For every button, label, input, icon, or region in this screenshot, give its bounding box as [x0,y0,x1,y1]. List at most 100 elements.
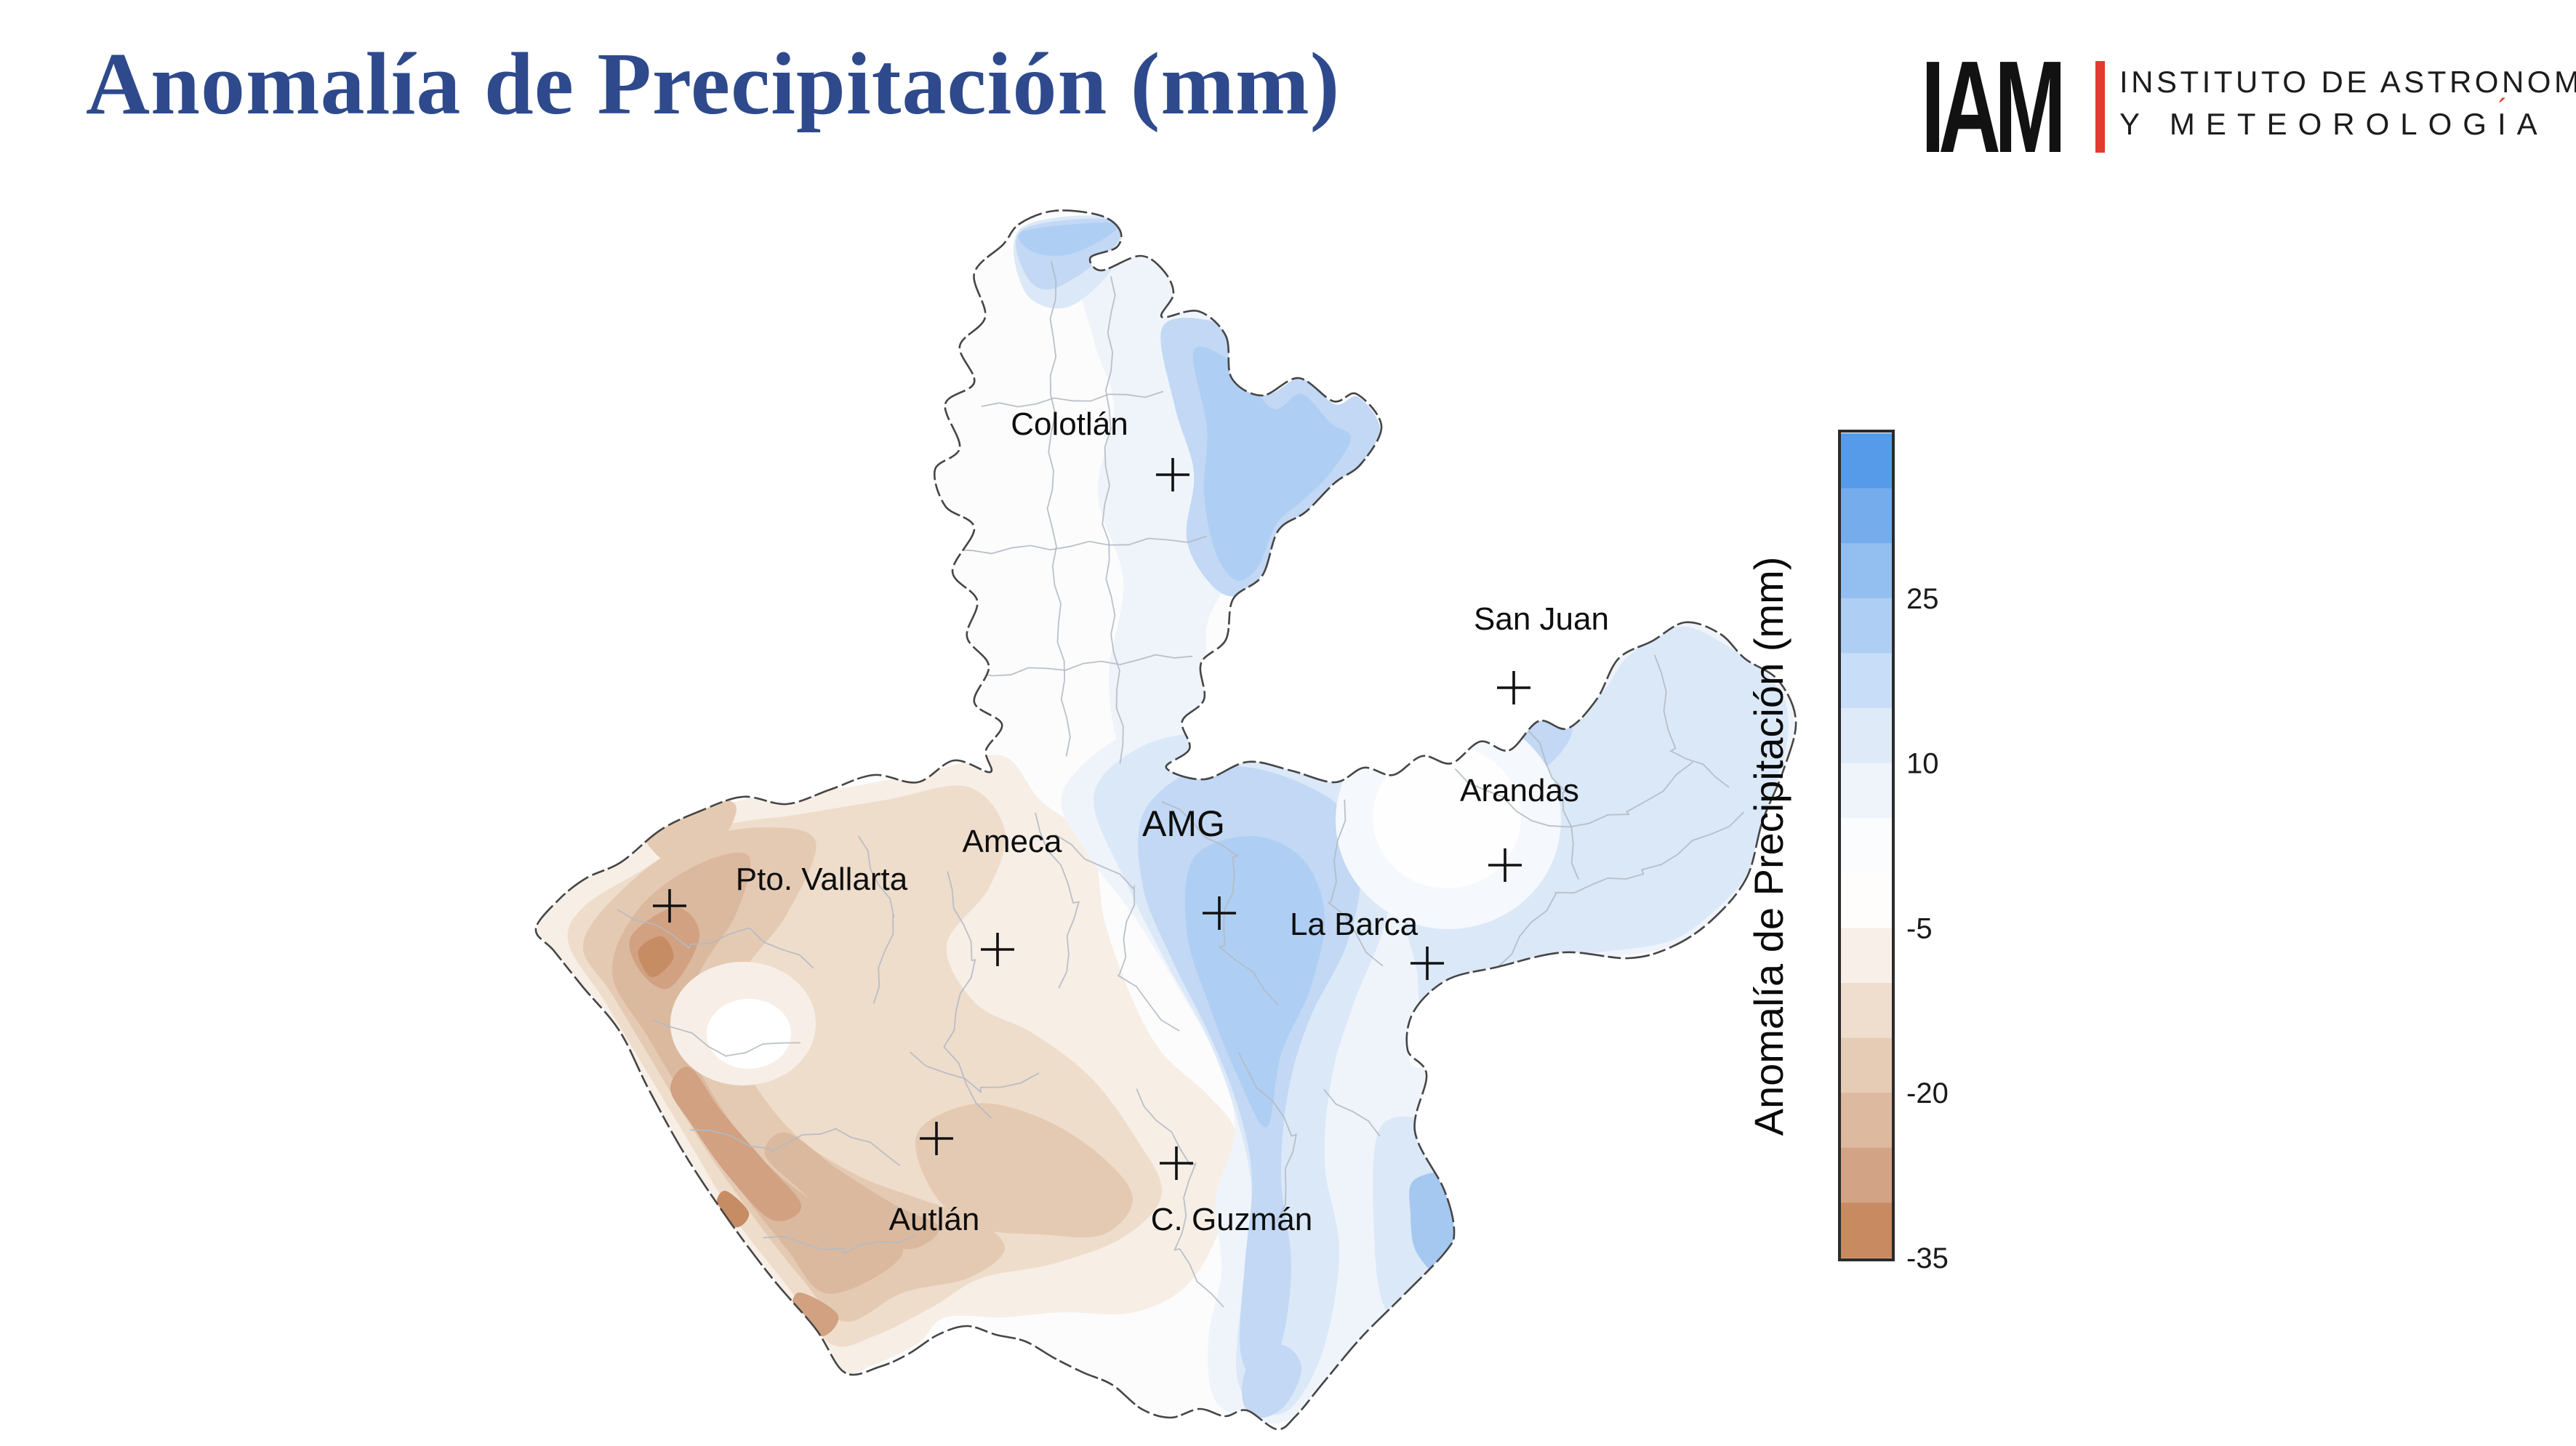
colorbar-tick-label: -20 [1906,1077,1949,1109]
contour-region-dry-tier5-b [670,1067,802,1221]
colorbar-segment [1841,708,1892,764]
colorbar-segment [1841,872,1892,929]
municipal-boundary [1101,276,1124,764]
city-amg: AMG [1142,803,1236,930]
contour-region-dry-tier3-autlan [915,1103,1133,1238]
city-colotl-n: Colotlán [1011,406,1189,491]
colorbar-segment [1841,543,1892,599]
municipal-boundary [857,835,895,1004]
municipal-boundary [1323,1089,1381,1137]
logo-line2-text: Y METEOROLOG [2119,106,2497,141]
municipal-boundary [943,871,992,1119]
map-layer [534,209,1797,1431]
city-marker-cross [1488,848,1522,882]
city-autl-n: Autlán [889,1122,980,1237]
city-label: Colotlán [1011,406,1128,442]
municipal-boundary [617,909,814,969]
contour-region-dry-tier6-a [638,936,674,978]
colorbar-axis-label: Anomalía de Precipitación (mm) [1746,557,1791,1136]
colorbar-tick-label: -5 [1906,912,1933,944]
municipal-boundary [1454,761,1694,828]
colorbar-segment [1841,433,1892,489]
city-marker-cross [1156,458,1189,491]
city-la-barca: La Barca [1290,907,1444,980]
colorbar-tick-label: 25 [1906,583,1939,615]
contour-region-dry-pocket-white [707,999,791,1069]
iam-logo-acronym-box: IAM [1921,34,2087,180]
colorbar-tick-label: -35 [1906,1242,1949,1274]
contour-region-wing-pocket-white [1373,746,1521,888]
iam-logo-line1: INSTITUTO DE ASTRONOMI´A [2119,61,2576,103]
colorbar-segment [1841,763,1892,819]
municipal-boundaries [617,261,1745,1308]
iam-logo-acronym: IAM [1921,34,2066,180]
city-label: C. Guzmán [1151,1202,1313,1237]
municipal-boundary [763,1234,917,1255]
municipal-boundary [1161,800,1279,1005]
municipal-boundary [1136,1088,1224,1308]
city-marker-cross [981,933,1014,966]
iam-logo-line2: Y METEOROLOGI ´ A [2119,94,2576,145]
city-marker-cross [1160,1146,1193,1180]
city-marker-cross [1203,896,1236,930]
municipal-boundary [909,1051,1040,1093]
colorbar-segment [1841,598,1892,654]
city-marker-cross [1411,947,1444,980]
city-label: Ameca [963,824,1062,859]
municipal-boundary [1054,834,1180,1032]
colorbar: 25 10 -5 -20 -35 [1838,430,1949,1274]
municipal-boundary [1237,1052,1297,1221]
colorbar-segment [1841,1147,1892,1204]
red-acute-accent-2: ´ [2497,93,2519,126]
municipal-boundary [1517,713,1579,880]
iam-logo-divider-bar [2095,61,2105,153]
municipal-boundary [1653,654,1730,788]
colorbar-segment [1841,1093,1892,1149]
city-label: San Juan [1474,601,1609,637]
iam-logo-text: INSTITUTO DE ASTRONOMI´A Y METEOROLOGI´A [2119,61,2576,145]
city-pto-vallarta: Pto. Vallarta [653,861,908,923]
city-label: AMG [1142,803,1225,844]
anomaly-contour-blobs [537,215,1794,1424]
city-label: Pto. Vallarta [736,861,908,897]
contour-region-dry-tier6-b [716,1190,750,1228]
municipal-boundary [1035,812,1080,989]
municipal-boundary [952,535,1208,555]
city-marker-cross [1497,671,1530,704]
colorbar-segment [1841,928,1892,984]
city-layer: Colotlán San Juan Arandas Ameca AMG Pto. Vall… [653,406,1609,1237]
contour-region-dry-tier4-diagonal [764,1132,940,1250]
municipal-boundary [1327,799,1384,967]
municipal-boundary [652,1019,801,1057]
city-label: Arandas [1460,773,1579,808]
city-marker-cross [653,889,686,923]
municipal-boundary [974,654,1193,677]
municipal-boundary [1497,811,1745,968]
contour-region-wet-tier3-south [1242,1345,1302,1418]
city-label: La Barca [1290,907,1419,942]
city-ameca: Ameca [963,824,1062,966]
municipal-boundary [689,1128,901,1167]
colorbar-frame [1838,430,1895,1261]
state-border [534,209,1797,1431]
logo-line1-text: INSTITUTO DE ASTRONOM [2119,65,2576,99]
city-label: Autlán [889,1202,980,1237]
city-marker-cross [920,1122,953,1155]
municipal-boundary [981,390,1164,408]
colorbar-segment [1841,653,1892,709]
city-c-guzm-n: C. Guzmán [1151,1146,1313,1237]
city-san-juan: San Juan [1474,601,1609,704]
contour-region-wet-tier4-colotlan-core [1192,347,1351,581]
colorbar-segment [1841,1202,1892,1258]
logo-accented-i-2: I ´ [2497,94,2517,145]
iam-logo: IAM INSTITUTO DE ASTRONOMI´A Y METEOROLO… [1921,34,2576,180]
city-arandas: Arandas [1460,773,1579,882]
colorbar-segment [1841,1037,1892,1093]
contour-region-wet-tier4-tip [1018,222,1119,256]
colorbar-segment [1841,818,1892,874]
colorbar-segment [1841,983,1892,1039]
colorbar-segment [1841,488,1892,544]
colorbar-tick-label: 10 [1906,748,1939,780]
